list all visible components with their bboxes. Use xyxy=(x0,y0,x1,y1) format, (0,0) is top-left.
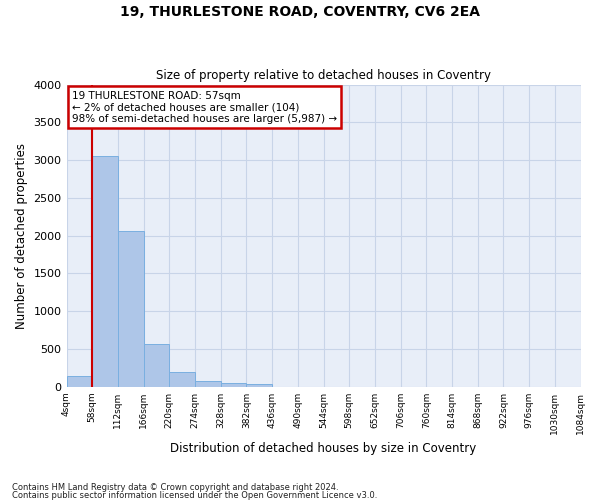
Bar xyxy=(195,381,221,386)
Bar xyxy=(247,384,272,386)
Bar xyxy=(143,344,169,387)
Text: 19, THURLESTONE ROAD, COVENTRY, CV6 2EA: 19, THURLESTONE ROAD, COVENTRY, CV6 2EA xyxy=(120,5,480,19)
Title: Size of property relative to detached houses in Coventry: Size of property relative to detached ho… xyxy=(156,69,491,82)
X-axis label: Distribution of detached houses by size in Coventry: Distribution of detached houses by size … xyxy=(170,442,476,455)
Bar xyxy=(92,156,118,386)
Y-axis label: Number of detached properties: Number of detached properties xyxy=(15,142,28,328)
Bar xyxy=(221,382,247,386)
Text: 19 THURLESTONE ROAD: 57sqm
← 2% of detached houses are smaller (104)
98% of semi: 19 THURLESTONE ROAD: 57sqm ← 2% of detac… xyxy=(71,90,337,124)
Bar xyxy=(169,372,195,386)
Text: Contains HM Land Registry data © Crown copyright and database right 2024.: Contains HM Land Registry data © Crown c… xyxy=(12,484,338,492)
Bar xyxy=(67,376,92,386)
Text: Contains public sector information licensed under the Open Government Licence v3: Contains public sector information licen… xyxy=(12,490,377,500)
Bar xyxy=(118,231,143,386)
